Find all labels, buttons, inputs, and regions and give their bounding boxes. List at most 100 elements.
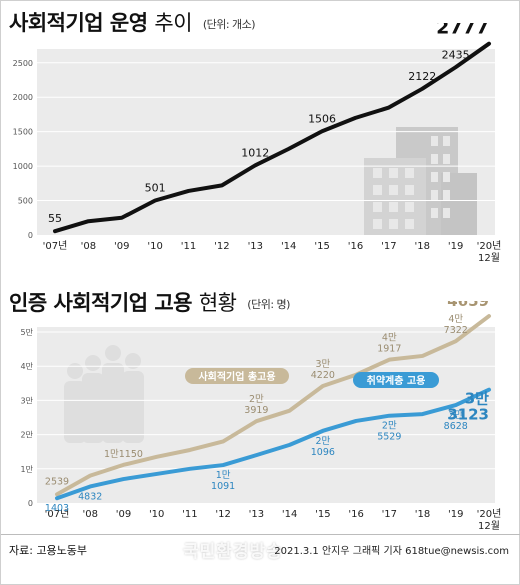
chart1-series-line bbox=[53, 41, 491, 234]
chart2-xtick-label: '18 bbox=[415, 509, 430, 520]
chart2-series-line-total bbox=[55, 314, 491, 497]
legend-tag-label: 사회적기업 총고용 bbox=[198, 370, 275, 383]
chart1-ytick-label: 1000 bbox=[13, 162, 33, 171]
chart1-data-label: 501 bbox=[145, 181, 166, 194]
chart2-xtick-label: '13 bbox=[249, 509, 264, 520]
chart2-ytick-label: 1만 bbox=[21, 465, 34, 474]
chart2-data-label: 4220 bbox=[311, 370, 335, 381]
chart2-title: 인증 사회적기업 고용 현황 (단위: 명) bbox=[9, 287, 290, 317]
chart2-xtick-label: '09 bbox=[116, 509, 131, 520]
building-window bbox=[431, 136, 438, 146]
building-shape bbox=[441, 173, 477, 235]
chart2-data-label: 8628 bbox=[444, 421, 468, 432]
person-body bbox=[102, 363, 124, 443]
legend-tag-label: 취약계층 고용 bbox=[367, 374, 426, 387]
building-window bbox=[443, 208, 450, 218]
person-head bbox=[85, 355, 101, 371]
building-window bbox=[373, 168, 382, 178]
chart2-unit: (단위: 명) bbox=[247, 298, 290, 311]
legend-tag-bg bbox=[185, 368, 289, 384]
building-window bbox=[443, 136, 450, 146]
chart1-title: 사회적기업 운영 추이 (단위: 개소) bbox=[9, 7, 256, 37]
building-window bbox=[431, 154, 438, 164]
chart2-data-label: 2만 bbox=[448, 410, 463, 421]
chart2-data-label-final: 4659 bbox=[447, 301, 489, 310]
chart2-data-label: 4832 bbox=[78, 491, 102, 502]
chart1-unit: (단위: 개소) bbox=[202, 18, 256, 31]
chart2-data-label: 1917 bbox=[377, 344, 401, 355]
chart2-data-label: 5529 bbox=[377, 432, 401, 443]
chart2-xtick-label: '11 bbox=[182, 509, 197, 520]
chart1-xtick-label: '12 bbox=[214, 241, 229, 252]
chart1-xtick-label-line2: 12월 bbox=[478, 252, 500, 264]
person-head bbox=[125, 353, 141, 369]
chart2-data-label: 2만 bbox=[382, 421, 397, 432]
chart2-data-label: 1만1150 bbox=[104, 449, 143, 460]
chart2-ytick-label: 3만 bbox=[21, 396, 34, 405]
chart2-xtick-label: '20년 bbox=[477, 508, 502, 520]
chart1-plot: 0 500 1000 1500 2000 2500 '07년 '08 '09 '10 '11 '12 '… bbox=[13, 23, 502, 264]
building-window bbox=[389, 185, 398, 195]
chart2-xtick-label: '17 bbox=[382, 509, 397, 520]
chart1-xtick-label: '15 bbox=[314, 241, 329, 252]
chart1-xtick-label: '11 bbox=[181, 241, 196, 252]
building-window bbox=[373, 219, 382, 229]
people-illustration bbox=[64, 345, 144, 443]
building-window bbox=[443, 154, 450, 164]
person-body bbox=[122, 371, 144, 443]
chart1-xtick-label: '13 bbox=[248, 241, 263, 252]
chart1-xtick-label: '09 bbox=[114, 241, 129, 252]
building-window bbox=[405, 168, 414, 178]
legend-tag-total: 사회적기업 총고용 bbox=[185, 368, 289, 384]
chart1-data-label: 55 bbox=[48, 212, 62, 225]
building-window bbox=[405, 185, 414, 195]
chart1-xtick-label: '08 bbox=[81, 241, 96, 252]
chart2-title-light: 현황 bbox=[198, 291, 237, 315]
building-window bbox=[389, 219, 398, 229]
building-window bbox=[389, 168, 398, 178]
person-head bbox=[105, 345, 121, 361]
chart2-xtick-label: '16 bbox=[348, 509, 363, 520]
building-window bbox=[431, 172, 438, 182]
chart2-data-label: 4만 bbox=[382, 333, 397, 344]
building-window bbox=[443, 190, 450, 200]
chart1-xtick-label: '10 bbox=[147, 241, 162, 252]
chart1-xtick-label: '20년 bbox=[477, 240, 502, 252]
watermark-text: 국민환경방송 bbox=[183, 542, 283, 562]
building-window bbox=[431, 190, 438, 200]
chart1-data-label-final: 2777 bbox=[436, 23, 489, 39]
chart2-xtick-label: '14 bbox=[282, 509, 297, 520]
person-head bbox=[67, 363, 83, 379]
building-window bbox=[373, 185, 382, 195]
chart1-xtick-label: '14 bbox=[281, 241, 296, 252]
chart1-data-label: 2435 bbox=[442, 48, 470, 61]
chart1-ytick-label: 1500 bbox=[13, 128, 33, 137]
legend-tag-bg bbox=[353, 372, 439, 388]
chart2-data-label-final: 3만 bbox=[465, 390, 489, 408]
chart1-title-bold: 사회적기업 운영 bbox=[9, 11, 148, 35]
chart2-ytick-label: 4만 bbox=[21, 362, 34, 371]
building-window bbox=[389, 202, 398, 212]
chart2-data-label: 3919 bbox=[244, 405, 268, 416]
chart2-ytick-label: 0 bbox=[28, 499, 33, 508]
chart2-data-label: 1403 bbox=[45, 503, 69, 514]
chart1-xtick-label: '18 bbox=[414, 241, 429, 252]
footer-divider bbox=[1, 534, 520, 535]
chart1-xtick-label: '07년 bbox=[43, 240, 68, 252]
chart2-data-label: 1096 bbox=[311, 447, 335, 458]
chart2-data-label-final: 3123 bbox=[447, 406, 489, 424]
building-windows bbox=[373, 136, 450, 229]
chart2-data-label: 3만 bbox=[315, 359, 330, 370]
chart2-series-line-vulnerable bbox=[55, 387, 491, 501]
chart1-title-light: 추이 bbox=[154, 11, 193, 35]
chart2-data-label: 2539 bbox=[45, 476, 69, 487]
chart2-xtick-label-line2: 12월 bbox=[478, 520, 500, 531]
building-window bbox=[405, 202, 414, 212]
chart1-ytick-label: 500 bbox=[18, 197, 33, 206]
chart1-ytick-label: 2500 bbox=[13, 59, 33, 68]
chart2-xtick-label: '12 bbox=[215, 509, 230, 520]
chart1-data-label: 2122 bbox=[408, 70, 436, 83]
chart2-data-label: 7322 bbox=[444, 325, 468, 336]
chart2-xtick-label: '15 bbox=[315, 509, 330, 520]
